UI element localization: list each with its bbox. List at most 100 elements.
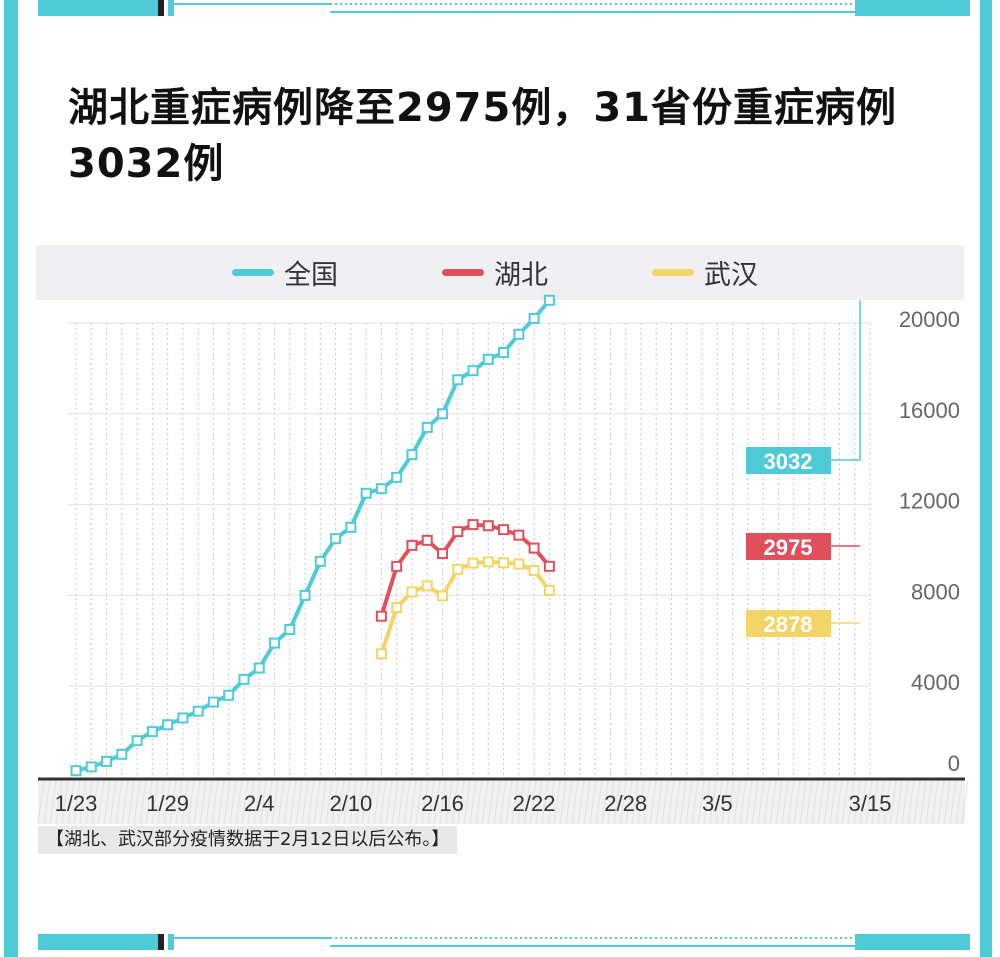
bottom-decoration — [38, 934, 970, 950]
x-axis-band-hatch — [481, 779, 489, 825]
x-axis-band-hatch — [415, 779, 423, 825]
x-axis-band-hatch — [961, 779, 969, 825]
data-point-national — [131, 735, 143, 747]
x-axis-band-hatch — [937, 779, 945, 825]
data-point-national — [253, 662, 265, 674]
x-axis-band-hatch — [283, 779, 291, 825]
x-axis-band-hatch — [727, 779, 735, 825]
x-axis-band-hatch — [889, 779, 897, 825]
x-axis-band-hatch — [475, 779, 483, 825]
data-point-national — [146, 726, 158, 738]
x-axis-band-hatch — [523, 779, 531, 825]
x-axis-band-hatch — [55, 779, 63, 825]
x-axis-band-hatch — [43, 779, 51, 825]
x-tick-label: 3/15 — [849, 791, 892, 816]
x-axis-band-hatch — [691, 779, 699, 825]
x-axis-band-hatch — [409, 779, 417, 825]
x-axis-band-hatch — [445, 779, 453, 825]
end-label-box-wuhan — [746, 610, 831, 637]
x-axis-band-hatch — [331, 779, 339, 825]
x-axis-band-hatch — [655, 779, 663, 825]
chart-footnote: 【湖北、武汉部分疫情数据于2月12日以后公布。】 — [38, 826, 458, 854]
data-point-wuhan — [513, 558, 525, 570]
x-axis-band-hatch — [301, 779, 309, 825]
data-point-hubei — [452, 526, 464, 538]
x-axis-band-hatch — [235, 779, 243, 825]
x-axis-band-hatch — [175, 779, 183, 825]
x-axis-band-hatch — [187, 779, 195, 825]
x-axis-band-hatch — [91, 779, 99, 825]
x-axis-band-hatch — [955, 779, 963, 825]
x-axis-band-hatch — [151, 779, 159, 825]
x-axis-band-hatch — [217, 779, 225, 825]
x-axis-band-hatch — [361, 779, 369, 825]
x-axis-band-hatch — [517, 779, 525, 825]
x-axis-band-hatch — [337, 779, 345, 825]
x-axis-band-hatch — [73, 779, 81, 825]
x-axis-band-hatch — [109, 779, 117, 825]
x-axis-band-hatch — [469, 779, 477, 825]
data-point-national — [528, 312, 540, 324]
x-axis-band-hatch — [913, 779, 921, 825]
legend-line-wuhan — [652, 268, 694, 276]
x-axis-band-hatch — [721, 779, 729, 825]
x-axis-band-hatch — [511, 779, 519, 825]
data-point-national — [223, 689, 235, 701]
x-axis-band-hatch — [829, 779, 837, 825]
data-point-national — [452, 374, 464, 386]
x-axis-band-hatch — [613, 779, 621, 825]
x-tick-label: 2/10 — [329, 791, 372, 816]
x-axis-band-hatch — [127, 779, 135, 825]
x-tick-label: 2/28 — [604, 791, 647, 816]
data-point-hubei — [513, 529, 525, 541]
top-decoration — [38, 0, 970, 16]
data-point-wuhan — [498, 557, 510, 569]
legend-label-national: 全国 — [284, 259, 338, 291]
data-point-national — [162, 719, 174, 731]
x-axis-band-hatch — [667, 779, 675, 825]
x-axis-band-hatch — [631, 779, 639, 825]
x-axis-band-hatch — [403, 779, 411, 825]
y-tick-label: 12000 — [899, 489, 960, 514]
legend-item-wuhan: 武汉 — [652, 255, 758, 291]
data-point-national — [192, 705, 204, 717]
y-tick-label: 16000 — [899, 398, 960, 423]
x-axis-band-hatch — [271, 779, 279, 825]
x-axis-band-hatch — [199, 779, 207, 825]
data-point-national — [116, 748, 128, 760]
y-tick-label: 20000 — [899, 307, 960, 332]
data-point-national — [421, 421, 433, 433]
end-label-national: 3032 — [764, 449, 813, 474]
x-axis-band-hatch — [451, 779, 459, 825]
x-axis-band-hatch — [661, 779, 669, 825]
data-point-national — [284, 623, 296, 635]
x-axis-band-hatch — [307, 779, 315, 825]
x-axis-band-hatch — [649, 779, 657, 825]
x-axis-band-hatch — [895, 779, 903, 825]
x-axis-band-hatch — [685, 779, 693, 825]
x-axis-band-hatch — [181, 779, 189, 825]
x-axis-band-hatch — [583, 779, 591, 825]
x-axis-band-hatch — [379, 779, 387, 825]
legend-item-national: 全国 — [232, 255, 338, 291]
x-axis-band-hatch — [571, 779, 579, 825]
data-point-national — [467, 365, 479, 377]
data-point-national — [330, 533, 342, 545]
x-axis-band-hatch — [883, 779, 891, 825]
legend-line-hubei — [442, 268, 484, 276]
x-axis-band-hatch — [343, 779, 351, 825]
y-tick-label: 4000 — [911, 670, 960, 695]
x-axis-band-hatch — [319, 779, 327, 825]
x-axis-band-hatch — [391, 779, 399, 825]
x-axis-band-hatch — [79, 779, 87, 825]
x-axis-band-hatch — [805, 779, 813, 825]
x-axis-band-hatch — [817, 779, 825, 825]
x-axis-band-hatch — [619, 779, 627, 825]
x-axis-band-hatch — [703, 779, 711, 825]
data-point-national — [498, 347, 510, 359]
data-point-hubei — [498, 524, 510, 536]
x-axis-band-hatch — [757, 779, 765, 825]
x-axis-band-hatch — [355, 779, 363, 825]
x-axis-band-hatch — [901, 779, 909, 825]
x-axis-band-hatch — [241, 779, 249, 825]
